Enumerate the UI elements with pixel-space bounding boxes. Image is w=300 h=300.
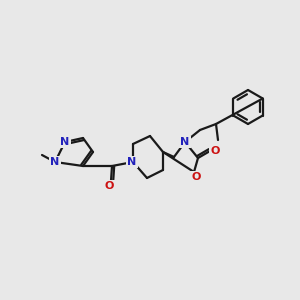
Text: O: O <box>104 181 114 191</box>
Text: N: N <box>50 157 60 167</box>
Text: N: N <box>180 137 190 147</box>
Text: O: O <box>210 146 220 156</box>
Text: N: N <box>128 157 136 167</box>
Text: N: N <box>60 137 70 147</box>
Text: O: O <box>191 172 201 182</box>
